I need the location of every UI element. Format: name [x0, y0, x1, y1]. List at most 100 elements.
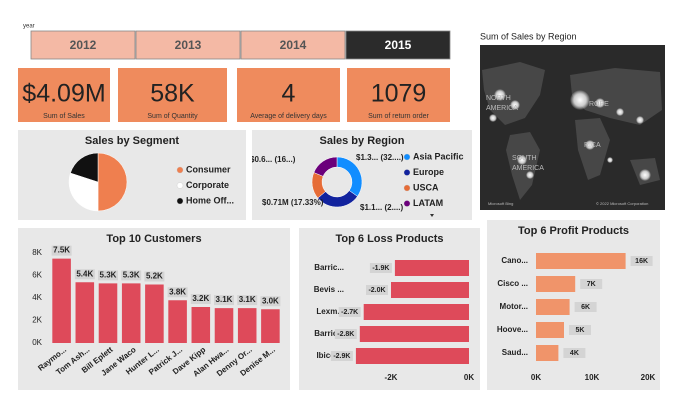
pie-slice — [68, 172, 99, 212]
data-label: 5.2K — [146, 272, 163, 281]
y-tick-label: Hoove... — [497, 325, 528, 334]
label-bg — [330, 351, 353, 361]
label-bg — [98, 270, 118, 281]
chart-title: Top 6 Loss Products — [336, 233, 444, 245]
pie-group: $2.05M (49.98%)$1.23... (29....)$0.82M (… — [68, 152, 128, 212]
panel — [252, 130, 472, 220]
chart-title: Sales by Segment — [85, 135, 179, 147]
y-tick-label: Barric... — [314, 329, 344, 338]
legend-swatch — [403, 153, 411, 161]
kpi-card — [237, 68, 340, 122]
label-bg — [121, 270, 142, 281]
legend-swatch — [176, 197, 184, 205]
pie-slice — [70, 152, 99, 183]
label-bg — [190, 294, 211, 304]
data-label: -2.8K — [337, 331, 354, 338]
data-label: 7K — [587, 281, 596, 288]
label-bg — [144, 271, 165, 282]
chart-title: Sales by Region — [320, 135, 405, 147]
label-bg — [237, 295, 258, 306]
data-label: 3.0K — [262, 296, 279, 305]
data-label: 3.8K — [169, 287, 186, 296]
kpi-card — [18, 68, 110, 122]
y-tick-label: 0K — [32, 338, 42, 347]
label-bg — [74, 269, 95, 280]
kpi-card — [347, 68, 450, 122]
y-tick-label: Lexm... — [316, 307, 344, 316]
panel — [487, 220, 660, 390]
legend-swatch — [176, 182, 184, 189]
slicer-item: 2012 — [70, 38, 97, 52]
kpi-label: Sum of Sales — [43, 113, 85, 120]
x-tick-label: 0K — [464, 373, 474, 382]
data-label: 7.5K — [53, 246, 70, 255]
bar — [394, 260, 469, 276]
legend-label: Consumer — [186, 164, 231, 174]
chart-title: Top 10 Customers — [106, 233, 201, 245]
label-bg — [51, 245, 72, 256]
bar — [391, 282, 469, 298]
kpi-label: Average of delivery days — [250, 113, 327, 120]
map-bubbles — [489, 89, 651, 181]
y-tick-label: 8K — [32, 248, 42, 257]
bar — [214, 308, 234, 343]
bar — [168, 300, 187, 343]
kpi-value: $4.09M — [22, 80, 105, 108]
bar — [237, 308, 257, 343]
label-bg — [569, 325, 591, 335]
legend-label: Europe — [413, 167, 444, 177]
y-tick-label: Motor... — [500, 302, 528, 311]
label-bg — [369, 263, 392, 273]
pie-group: $1.3... (32....) $1.1... (2....) $0.6... (… — [252, 153, 404, 212]
slicer-button — [135, 30, 241, 60]
map-label: SOUTH — [512, 155, 537, 162]
legend-label: LATAM — [413, 198, 443, 208]
bar — [536, 276, 576, 292]
legend-label: Home Off... — [186, 195, 234, 205]
label-bg — [214, 295, 234, 306]
y-tick-label: Saud... — [502, 348, 528, 357]
data-label: -2.0K — [368, 287, 385, 294]
data-label: 5K — [576, 327, 585, 334]
slicer-label: year — [23, 24, 35, 30]
slicer-item: 2013 — [175, 38, 202, 52]
panel — [18, 130, 246, 220]
data-label: $1.1... (2....) — [360, 203, 403, 212]
bar — [536, 322, 564, 338]
bar — [75, 282, 95, 343]
bar — [52, 258, 71, 343]
y-tick-label: Bevis ... — [314, 285, 344, 294]
bar — [536, 345, 559, 361]
map-label: RICA — [584, 142, 601, 149]
map-label: AMERICA — [512, 165, 544, 172]
label-bg — [167, 287, 188, 298]
map-label: ROPE — [589, 101, 609, 108]
kpi-label: Sum of Quantity — [147, 113, 198, 120]
legend-label: USCA — [413, 182, 439, 192]
data-label: -1.9K — [372, 265, 389, 272]
x-tick-label: -2K — [385, 373, 398, 382]
legend-label: Corporate — [186, 180, 229, 190]
y-tick-label: Cano... — [501, 256, 528, 265]
kpi-value: 4 — [282, 80, 296, 108]
chart-title: Top 6 Profit Products — [518, 225, 629, 237]
map-footer: Microsoft Bing — [488, 201, 513, 206]
data-label: -2.7K — [341, 309, 358, 316]
data-label: $1.3... (32....) — [356, 153, 404, 162]
y-tick-label: 6K — [32, 271, 42, 280]
map-footer: © 2022 Microsoft Corporation — [596, 201, 648, 206]
legend-swatch — [403, 169, 411, 176]
bar — [363, 304, 469, 320]
data-label: 3.1K — [239, 295, 256, 304]
kpi-value: 58K — [150, 80, 195, 108]
data-label: $0.71M (17.33%) — [262, 198, 324, 207]
map-land — [482, 62, 662, 200]
y-tick-label: Barric... — [314, 263, 344, 272]
data-label: 5.3K — [100, 270, 117, 279]
bar — [191, 307, 211, 343]
data-label: 6K — [581, 304, 590, 311]
label-bg — [338, 307, 361, 317]
data-label: 3.2K — [192, 294, 209, 303]
